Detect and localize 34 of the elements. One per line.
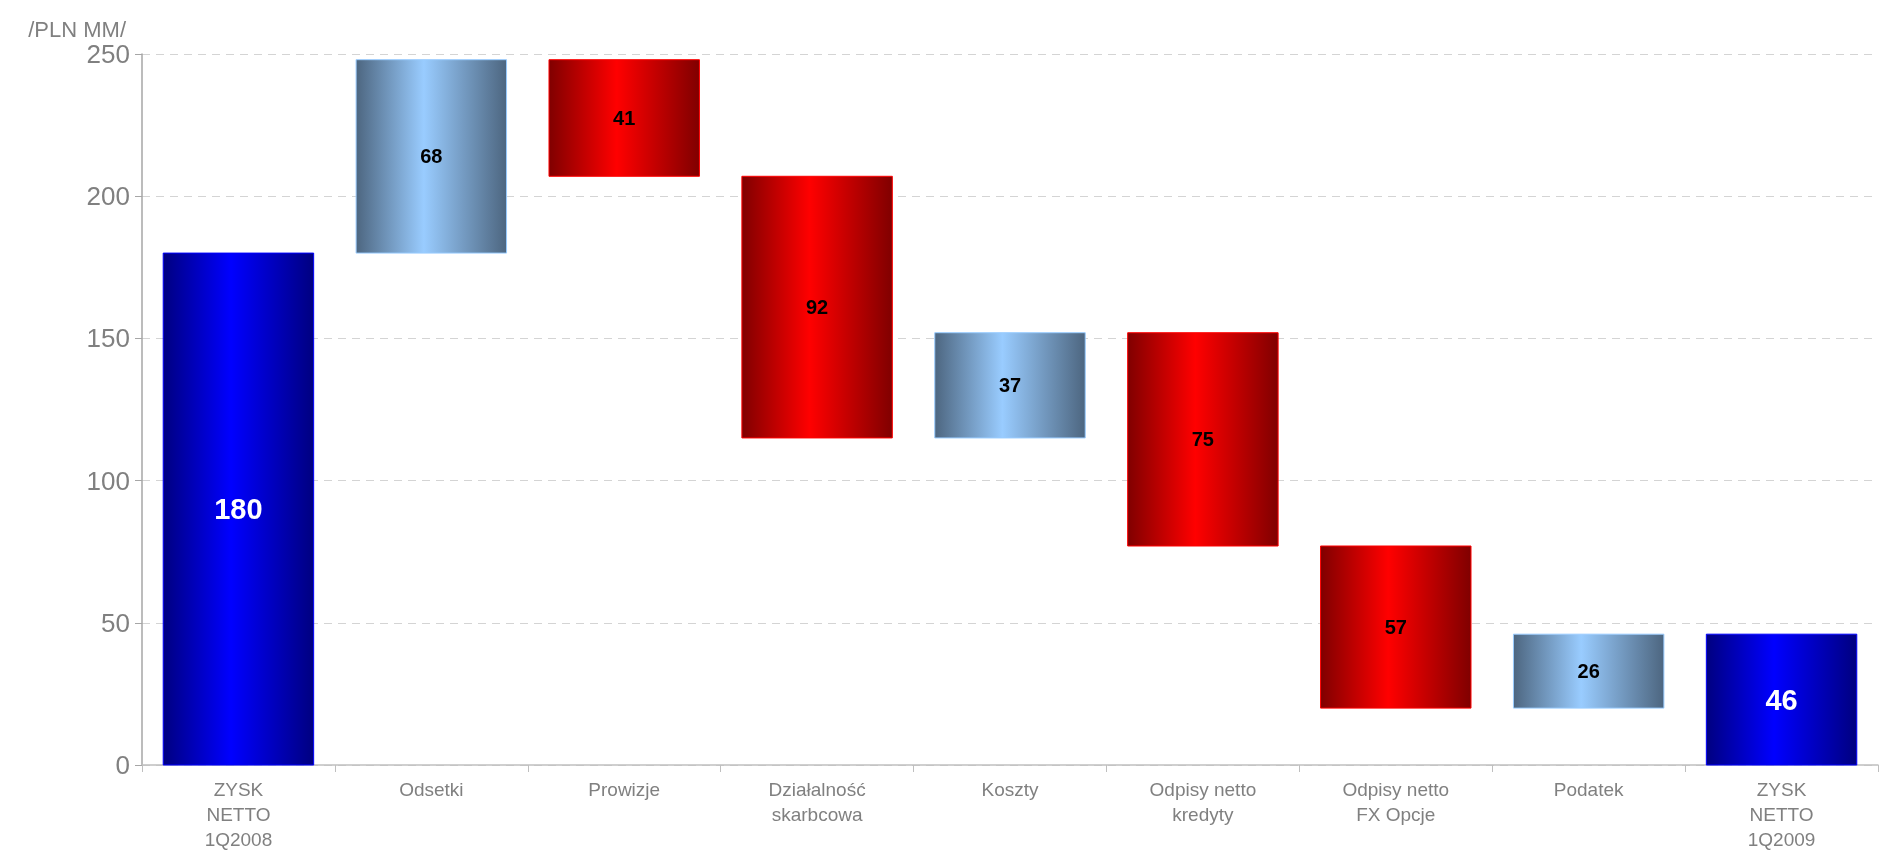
y-axis-title: /PLN MM/ — [28, 16, 127, 42]
y-tick-label: 0 — [115, 750, 130, 780]
data-label: 26 — [1577, 660, 1600, 683]
y-tick-label: 150 — [86, 323, 130, 354]
data-label: 180 — [214, 493, 263, 526]
x-tick-label: Podatek — [1553, 779, 1625, 800]
bar — [1320, 545, 1472, 709]
y-tick-label: 100 — [86, 465, 130, 496]
y-tick-label: 50 — [101, 607, 130, 638]
bar — [934, 332, 1086, 439]
x-tick-label: Koszty — [981, 779, 1039, 800]
y-tick-label: 200 — [86, 181, 130, 212]
x-tick-label: Odsetki — [399, 779, 464, 800]
bar — [1127, 332, 1279, 547]
bar — [1512, 633, 1665, 709]
bar — [741, 175, 893, 439]
x-tick-label: ZYSK NETTO 1Q2009 — [1747, 779, 1816, 850]
data-label: 37 — [998, 374, 1022, 397]
data-label: 41 — [613, 106, 636, 129]
x-tick-label: Działalność skarbcowa — [768, 779, 866, 825]
data-label: 75 — [1191, 428, 1215, 451]
x-tick-label: Odpisy netto kredyty — [1149, 779, 1257, 825]
y-tick-label: 250 — [86, 39, 130, 69]
bar — [1705, 633, 1858, 766]
data-label: 57 — [1384, 616, 1407, 639]
x-tick-label: Prowizje — [588, 779, 661, 800]
data-label: 68 — [420, 145, 443, 168]
data-label: 92 — [805, 296, 829, 319]
x-tick-label: Odpisy netto FX Opcje — [1342, 779, 1450, 825]
bar — [548, 59, 700, 177]
bar — [355, 59, 508, 254]
bar — [162, 252, 315, 766]
data-label: 46 — [1765, 683, 1798, 716]
x-tick-label: ZYSK NETTO 1Q2008 — [204, 779, 273, 850]
